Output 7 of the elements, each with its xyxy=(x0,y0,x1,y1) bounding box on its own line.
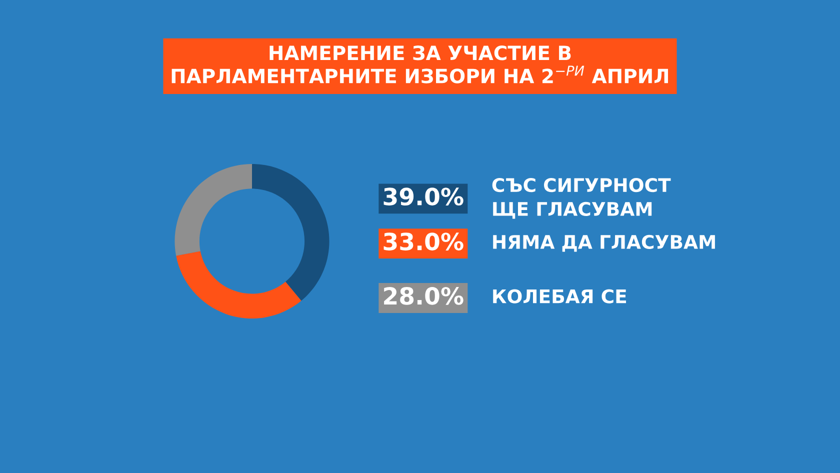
data-label: 28.0% xyxy=(384,286,464,305)
legend-label: СЪС СИГУРНОСТ ЩЕ ГЛАСУВАМ xyxy=(492,178,671,219)
data-label: 39.0% xyxy=(384,188,464,206)
chart-title: НАМЕРЕНИЕ ЗА УЧАСТИЕ В ПАРЛАМЕНТАРНИТЕ ИЗБОРИ НА 2$^{−РИ}$ АПРИЛ xyxy=(172,46,668,84)
legend-label: КОЛЕБАЯ СЕ xyxy=(493,289,626,304)
legend-label: НЯМА ДА ГЛАСУВАМ xyxy=(493,234,715,252)
data-label: 33.0% xyxy=(384,232,464,250)
